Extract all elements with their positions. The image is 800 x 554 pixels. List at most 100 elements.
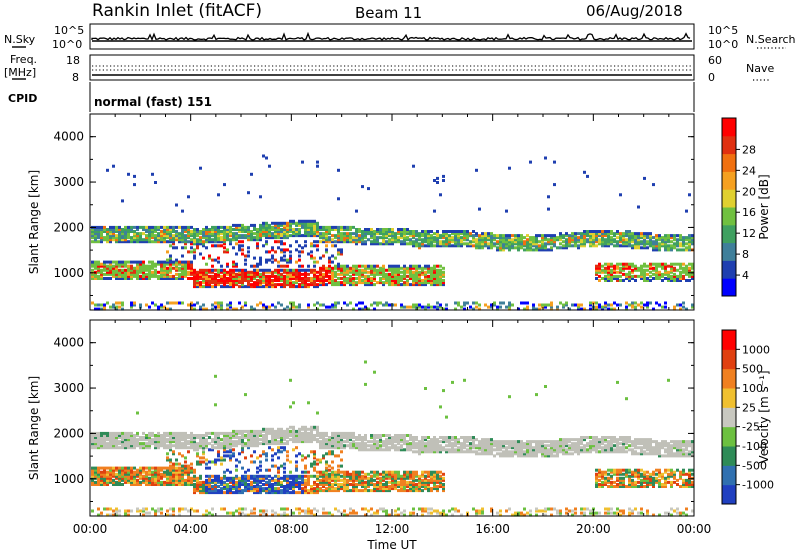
power-cell xyxy=(262,274,265,278)
velocity-cell xyxy=(184,434,187,437)
power-cell xyxy=(400,266,403,270)
power-cell xyxy=(637,244,640,248)
power-cell xyxy=(142,274,145,278)
power-cell xyxy=(658,242,661,246)
power-cell xyxy=(118,268,121,272)
power-cell xyxy=(421,283,424,287)
velocity-cell xyxy=(193,476,196,480)
power-cell xyxy=(655,242,658,246)
power-cell xyxy=(235,232,238,236)
power-cell xyxy=(502,248,505,252)
velocity-cell xyxy=(118,476,121,480)
power-cell xyxy=(601,230,604,233)
velocity-cell xyxy=(289,487,292,491)
velocity-cell xyxy=(235,489,238,493)
power-cell xyxy=(532,303,535,307)
velocity-cell xyxy=(178,434,181,437)
velocity-cell xyxy=(250,434,253,437)
velocity-cell xyxy=(274,487,277,491)
power-cell xyxy=(220,236,223,240)
velocity-cell xyxy=(220,489,223,493)
velocity-cell xyxy=(382,440,385,444)
power-cell xyxy=(472,244,475,248)
power-cell xyxy=(133,272,136,276)
power-cell xyxy=(214,238,217,242)
power-cell xyxy=(340,252,343,256)
power-cell xyxy=(397,268,400,272)
velocity-cell xyxy=(94,466,97,470)
power-cell xyxy=(223,277,226,280)
power-cell xyxy=(382,238,385,242)
velocity-cell xyxy=(127,434,130,437)
velocity-cell xyxy=(190,446,193,450)
power-cell xyxy=(673,244,676,248)
power-cell xyxy=(340,281,343,285)
velocity-cell xyxy=(391,485,394,488)
velocity-cell xyxy=(139,468,142,472)
power-cell xyxy=(301,223,304,227)
velocity-cell xyxy=(322,431,325,435)
power-cell xyxy=(640,270,643,274)
velocity-cell xyxy=(259,485,262,488)
power-cell xyxy=(427,236,430,240)
power-cell xyxy=(331,266,334,270)
power-cell xyxy=(145,274,148,278)
power-cell xyxy=(217,274,220,278)
velocity-cell xyxy=(271,487,274,491)
power-cell xyxy=(256,264,259,268)
power-cell xyxy=(268,236,271,240)
power-cell xyxy=(151,240,154,244)
power-cell xyxy=(589,244,592,248)
power-cell xyxy=(466,238,469,242)
power-cell xyxy=(394,266,397,270)
power-cell xyxy=(439,274,442,278)
power-cell xyxy=(319,283,322,287)
velocity-cell xyxy=(145,507,148,511)
velocity-cell xyxy=(262,440,265,444)
power-cell xyxy=(169,258,172,262)
power-cell xyxy=(229,283,232,287)
velocity-cell xyxy=(142,466,145,470)
velocity-cell xyxy=(217,458,220,462)
velocity-cell xyxy=(208,483,211,486)
velocity-cell xyxy=(319,487,322,491)
power-cell xyxy=(391,279,394,282)
power-cell xyxy=(298,264,301,268)
power-cell xyxy=(304,274,307,278)
power-cell xyxy=(667,279,670,282)
power-cell xyxy=(211,258,214,262)
power-cell xyxy=(205,246,208,250)
power-cell xyxy=(616,274,619,278)
power-cell xyxy=(127,264,130,268)
power-cell xyxy=(199,268,202,272)
power-cell xyxy=(397,283,400,287)
power-cell xyxy=(685,238,688,242)
velocity-cell xyxy=(310,450,313,454)
power-cell xyxy=(184,225,187,229)
velocity-cell xyxy=(109,513,112,517)
power-cell xyxy=(514,242,517,246)
power-cell xyxy=(532,236,535,240)
velocity-cell xyxy=(283,436,286,439)
power-cell xyxy=(595,244,598,248)
power-cell xyxy=(154,272,157,276)
power-cell xyxy=(100,268,103,272)
power-cell xyxy=(247,270,250,274)
power-cell xyxy=(238,281,241,285)
velocity-cell xyxy=(286,436,289,439)
velocity-cell xyxy=(259,513,262,517)
velocity-cell xyxy=(244,470,247,474)
power-cell xyxy=(271,281,274,285)
velocity-cell xyxy=(148,436,151,439)
power-cell xyxy=(298,244,301,248)
power-cell xyxy=(562,246,565,250)
power-cell xyxy=(307,283,310,287)
power-cell xyxy=(550,238,553,242)
velocity-cell xyxy=(364,448,367,452)
power-cell xyxy=(373,270,376,274)
power-cell xyxy=(607,244,610,248)
velocity-cell xyxy=(103,444,106,448)
power-cell xyxy=(298,230,301,233)
power-cell xyxy=(418,238,421,242)
velocity-cell xyxy=(202,444,205,448)
